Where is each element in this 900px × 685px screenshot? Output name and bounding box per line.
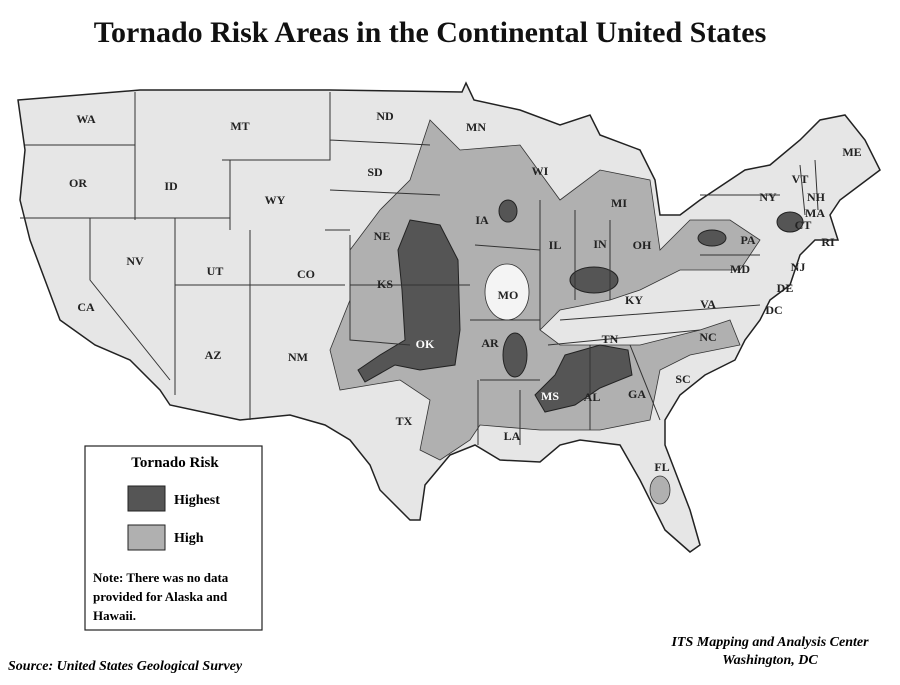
state-label: MN [466, 120, 486, 134]
state-label: CO [297, 267, 315, 281]
state-label: SD [367, 165, 383, 179]
high-risk-area [649, 475, 671, 505]
state-label: VA [700, 297, 716, 311]
state-label: IL [549, 238, 562, 252]
highest-risk-area [776, 211, 804, 233]
state-label: IA [475, 213, 489, 227]
state-label: CA [77, 300, 95, 314]
highest-risk-area [498, 199, 518, 223]
legend-swatch-high [127, 524, 166, 551]
state-label: MA [805, 206, 825, 220]
legend-box [84, 445, 263, 631]
state-borders [20, 92, 819, 445]
map-title: Tornado Risk Areas in the Continental Un… [94, 16, 767, 49]
state-label: RI [821, 235, 835, 249]
highest-risk-area [357, 219, 461, 383]
state-label: ID [164, 179, 178, 193]
legend-item: Highest [174, 493, 220, 508]
state-label: MD [730, 262, 750, 276]
state-label: NY [759, 190, 777, 204]
legend-note: provided for Alaska and [93, 589, 228, 604]
state-label: AL [584, 390, 601, 404]
state-label: WI [532, 164, 549, 178]
legend: Tornado Risk Highest High Note: There wa… [84, 445, 263, 631]
state-label: SC [675, 372, 690, 386]
state-label: NJ [791, 260, 806, 274]
credit: Washington, DC [722, 653, 818, 668]
state-label: PA [740, 233, 755, 247]
state-label: KS [377, 277, 393, 291]
state-label: AR [481, 336, 499, 350]
state-label: OK [416, 337, 435, 351]
legend-note: Hawaii. [93, 608, 136, 623]
state-label: OR [69, 176, 87, 190]
state-label: TN [602, 332, 619, 346]
legend-note: Note: There was no data [93, 570, 229, 585]
state-label: MS [541, 389, 559, 403]
state-label: NC [699, 330, 716, 344]
legend-item: High [174, 531, 204, 546]
state-label: WA [76, 112, 96, 126]
state-label: WY [265, 193, 286, 207]
source: Source: United States Geological Survey [8, 659, 243, 674]
state-label: KY [625, 293, 643, 307]
state-label: DC [765, 303, 782, 317]
state-label: AZ [205, 348, 222, 362]
state-label: IN [593, 237, 607, 251]
state-label: VT [792, 172, 809, 186]
state-label: CT [795, 218, 812, 232]
state-label: DE [777, 281, 794, 295]
state-label: MI [611, 196, 627, 210]
state-label: LA [504, 429, 521, 443]
state-label: ME [842, 145, 861, 159]
state-label: NH [807, 190, 826, 204]
state-label: TX [396, 414, 413, 428]
state-label: MO [498, 288, 519, 302]
highest-risk-area [697, 229, 727, 247]
highest-risk-area [534, 344, 633, 413]
credit: ITS Mapping and Analysis Center [670, 635, 869, 650]
state-label: UT [207, 264, 224, 278]
state-label: NV [126, 254, 144, 268]
state-label: NM [288, 350, 308, 364]
state-label: ND [376, 109, 394, 123]
state-label: OH [633, 238, 652, 252]
legend-title: Tornado Risk [131, 455, 219, 471]
high-risk-area [329, 119, 761, 461]
highest-risk-area [569, 266, 619, 294]
us-map [17, 81, 881, 553]
state-label: GA [628, 387, 646, 401]
legend-swatch-highest [127, 485, 166, 512]
state-label: NE [374, 229, 391, 243]
state-label: MT [230, 119, 249, 133]
state-label: FL [654, 460, 669, 474]
highest-risk-area [502, 332, 528, 378]
